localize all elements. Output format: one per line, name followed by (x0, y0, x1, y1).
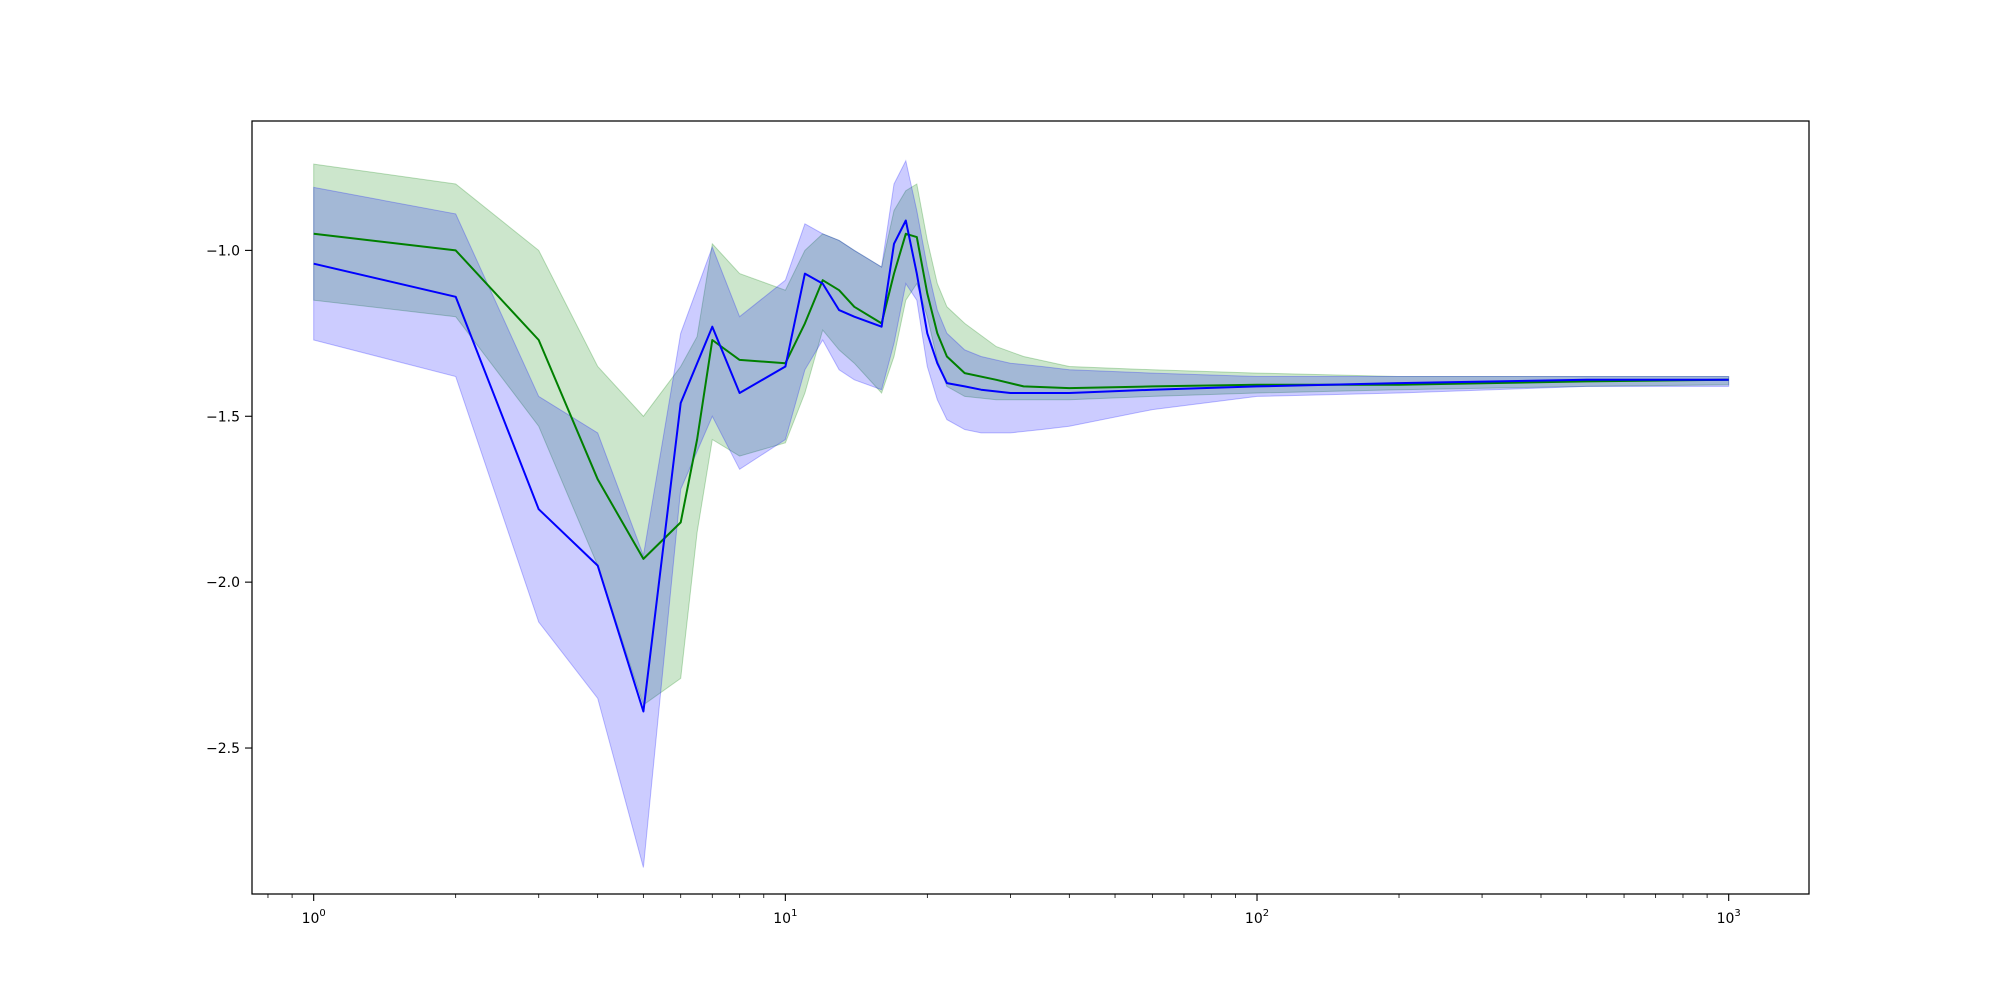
plot-frame (251, 120, 1810, 895)
series-0-band (313, 163, 1730, 706)
y-tick-label: −2.5 (206, 741, 240, 757)
y-tick-label: −2.0 (206, 575, 240, 591)
x-tick-label: 103 (1717, 908, 1741, 927)
y-axis: −1.0 −1.5 −2.0 −2.5 (206, 243, 252, 757)
x-tick-label: 100 (302, 908, 326, 927)
x-axis: 100 101 102 103 (267, 894, 1741, 927)
series-1-line (313, 219, 1729, 713)
x-tick-label: 102 (1245, 908, 1269, 927)
bands-layer (313, 159, 1730, 868)
y-tick-label: −1.5 (206, 409, 240, 425)
x-tick-label: 101 (773, 908, 797, 927)
series-0-line (313, 232, 1729, 560)
series-1-band (313, 159, 1730, 868)
y-tick-label: −1.0 (206, 243, 240, 259)
lines-layer (313, 219, 1729, 713)
